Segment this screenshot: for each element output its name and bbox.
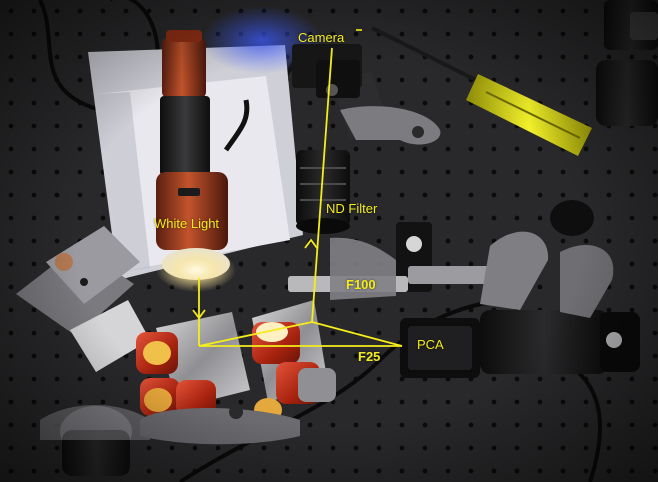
- label-nd-filter: ND Filter: [326, 201, 378, 216]
- label-camera: Camera: [298, 30, 345, 45]
- label-f100: F100: [346, 277, 376, 292]
- label-white-light: White Light: [154, 216, 220, 231]
- label-f25: F25: [358, 349, 381, 364]
- label-pca: PCA: [417, 337, 444, 352]
